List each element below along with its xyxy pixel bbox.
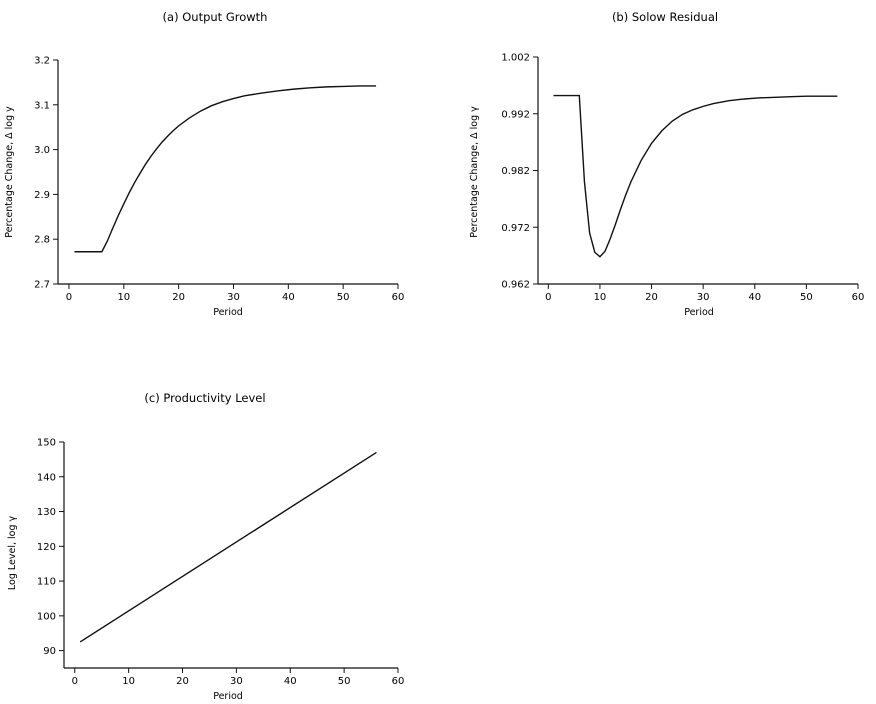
x-tick-label: 0 — [545, 292, 551, 303]
y-tick-label: 3.0 — [34, 145, 50, 156]
chart-c-ylabel: Log Level, log γ — [7, 516, 18, 591]
chart-a-series-line — [74, 85, 377, 253]
chart-b-title: (b) Solow Residual — [612, 10, 718, 24]
chart-c-series-line — [79, 451, 377, 643]
x-tick-label: 0 — [66, 292, 72, 303]
chart-a-xlabel: Period — [213, 307, 243, 318]
y-tick-label: 0.982 — [501, 166, 530, 177]
y-tick-label: 140 — [37, 472, 56, 483]
y-tick-label: 90 — [43, 646, 56, 657]
y-tick-label: 3.1 — [34, 100, 50, 111]
x-tick-label: 0 — [72, 676, 78, 687]
chart-b-axes: 0 10 20 30 40 50 60 0.962 0.972 0.982 0.992 1.002 — [501, 53, 864, 304]
y-tick-label: 2.7 — [34, 280, 50, 291]
chart-a-axes: 0 10 20 30 40 50 60 2.7 2.8 2.9 3.0 3.1 3.2 — [34, 56, 404, 304]
panel-solow-residual: (b) Solow Residual Percentage Change, Δ … — [469, 10, 864, 318]
x-tick-label: 30 — [227, 292, 240, 303]
x-tick-label: 30 — [230, 676, 243, 687]
x-tick-label: 20 — [645, 292, 658, 303]
chart-b-ylabel: Percentage Change, Δ log γ — [469, 106, 480, 238]
x-tick-label: 50 — [337, 292, 350, 303]
y-tick-label: 2.8 — [34, 235, 50, 246]
chart-b-xlabel: Period — [684, 307, 714, 318]
y-tick-label: 100 — [37, 611, 56, 622]
chart-c-axes: 0 10 20 30 40 50 60 90 100 110 120 130 140 150 — [37, 438, 404, 688]
x-tick-label: 30 — [697, 292, 710, 303]
x-tick-label: 10 — [122, 676, 135, 687]
chart-a-ylabel: Percentage Change, Δ log y — [4, 106, 15, 238]
y-tick-label: 0.992 — [501, 109, 530, 120]
y-tick-label: 0.972 — [501, 223, 530, 234]
x-tick-label: 10 — [117, 292, 130, 303]
panel-productivity-level: (c) Productivity Level Log Level, log γ … — [7, 391, 404, 702]
y-tick-label: 130 — [37, 507, 56, 518]
x-tick-label: 40 — [282, 292, 295, 303]
x-tick-label: 10 — [594, 292, 607, 303]
y-tick-label: 1.002 — [501, 53, 530, 64]
y-tick-label: 150 — [37, 438, 56, 449]
x-tick-label: 60 — [852, 292, 865, 303]
y-tick-label: 110 — [37, 577, 56, 588]
x-tick-label: 40 — [284, 676, 297, 687]
y-tick-label: 120 — [37, 542, 56, 553]
chart-c-xlabel: Period — [213, 691, 243, 702]
x-tick-label: 20 — [176, 676, 189, 687]
y-tick-label: 2.9 — [34, 190, 50, 201]
x-tick-label: 50 — [800, 292, 813, 303]
chart-a-title: (a) Output Growth — [163, 10, 268, 24]
y-tick-label: 0.962 — [501, 280, 530, 291]
x-tick-label: 20 — [172, 292, 185, 303]
chart-b-series-line — [553, 94, 838, 258]
x-tick-label: 60 — [392, 292, 405, 303]
x-tick-label: 50 — [338, 676, 351, 687]
x-tick-label: 60 — [392, 676, 405, 687]
chart-c-title: (c) Productivity Level — [144, 391, 265, 405]
y-tick-label: 3.2 — [34, 56, 50, 67]
x-tick-label: 40 — [748, 292, 761, 303]
panel-output-growth: (a) Output Growth Percentage Change, Δ l… — [4, 10, 404, 318]
